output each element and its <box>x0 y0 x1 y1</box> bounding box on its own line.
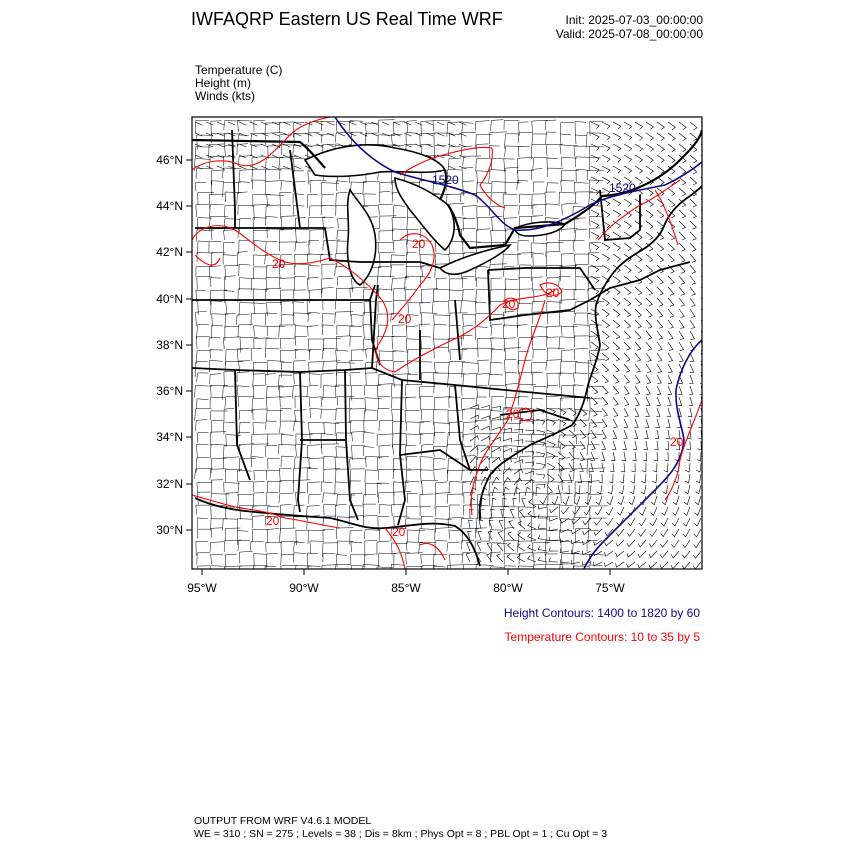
plot-title: IWFAQRP Eastern US Real Time WRF <box>191 9 503 29</box>
temp-label-6: 20 <box>506 407 520 421</box>
lon-label: 90°W <box>289 581 319 595</box>
great-lakes <box>303 143 567 286</box>
lat-label: 32°N <box>156 477 183 491</box>
temp-label-1: 20 <box>272 257 286 271</box>
temp-label-4: 20 <box>502 297 516 311</box>
latitude-labels: 46°N 44°N 42°N 40°N 38°N 36°N 34°N 32°N … <box>156 153 183 537</box>
temp-label-5: 20 <box>546 286 560 300</box>
lat-label: 42°N <box>156 245 183 259</box>
lake-huron <box>394 176 455 252</box>
lake-erie <box>438 243 512 276</box>
temp-label-9: 20 <box>670 435 684 449</box>
height-contours <box>334 117 702 569</box>
lon-label: 80°W <box>493 581 523 595</box>
height-contour-note: Height Contours: 1400 to 1820 by 60 <box>503 606 700 620</box>
lat-label: 30°N <box>156 523 183 537</box>
temperature-contour-note: Temperature Contours: 10 to 35 by 5 <box>504 630 700 644</box>
temp-label-8: 20 <box>392 525 406 539</box>
field-legend: Temperature (C) Height (m) Winds (kts) <box>195 64 282 103</box>
legend-temperature: Temperature (C) <box>195 63 283 77</box>
footer-model: OUTPUT FROM WRF V4.6.1 MODEL <box>194 815 372 827</box>
temp-label-2: 20 <box>412 237 426 251</box>
lat-label: 44°N <box>156 199 183 213</box>
map-area: 1520 1520 20 20 20 20 20 20 20 20 <box>192 117 702 569</box>
lat-label: 40°N <box>156 292 183 306</box>
longitude-labels: 95°W 90°W 85°W 80°W 75°W <box>187 581 625 595</box>
wind-barbs <box>194 121 702 569</box>
legend-winds: Winds (kts) <box>195 89 255 103</box>
map-frame <box>191 116 703 570</box>
coastline <box>194 185 702 567</box>
lat-label: 36°N <box>156 384 183 398</box>
height-label-1: 1520 <box>432 173 459 187</box>
temp-label-7: 20 <box>266 514 280 528</box>
state-boundaries <box>192 129 691 526</box>
temperature-contours <box>192 117 702 569</box>
model-footer: OUTPUT FROM WRF V4.6.1 MODEL WE = 310 ; … <box>194 815 607 841</box>
legend-height: Height (m) <box>195 76 252 90</box>
footer-config: WE = 310 ; SN = 275 ; Levels = 38 ; Dis … <box>194 828 608 840</box>
init-time: Init: 2025-07-03_00:00:00 <box>565 13 703 27</box>
init-valid-times: Init: 2025-07-03_00:00:00 Valid: 2025-07… <box>556 13 703 41</box>
lat-label: 38°N <box>156 338 183 352</box>
temp-label-3: 20 <box>398 312 412 326</box>
valid-time: Valid: 2025-07-08_00:00:00 <box>555 27 703 41</box>
height-label-2: 1520 <box>609 181 636 195</box>
lon-label: 85°W <box>391 581 421 595</box>
lat-label: 34°N <box>156 430 183 444</box>
lon-label: 75°W <box>595 581 625 595</box>
lat-label: 46°N <box>156 153 183 167</box>
axis-ticks <box>186 159 611 575</box>
wind-barb-field <box>194 121 702 569</box>
lon-label: 95°W <box>187 581 217 595</box>
